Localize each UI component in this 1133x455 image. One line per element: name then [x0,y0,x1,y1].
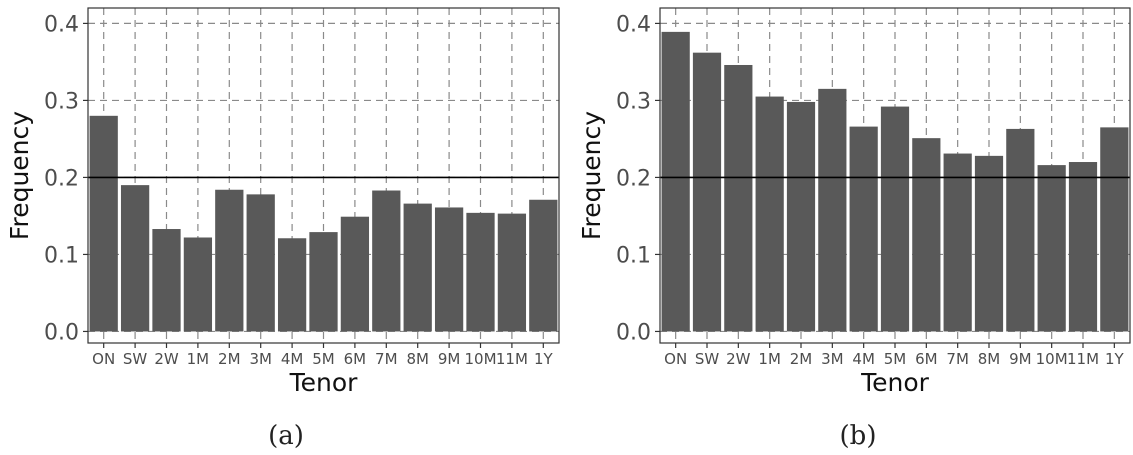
x-tick-label: 4M [852,350,875,368]
bar-4m [277,238,307,332]
panel-a: 0.00.10.20.30.4ON SW 2W 1M 2M 3M 4M 5M 6M 7M 8M 9M 1… [5,7,560,451]
bar-7m [943,153,972,332]
y-tick-label: 0.2 [616,166,651,191]
x-tick-label: 7M [375,350,398,368]
x-tick-label: SW [123,350,148,368]
bar-9m [1006,128,1035,332]
x-tick-label: 2M [218,350,241,368]
x-tick-label: 8M [978,350,1001,368]
x-tick-label: 1M [187,350,210,368]
x-tick-label: 6M [344,350,367,368]
x-tick-label: 10M [1036,350,1068,368]
x-tick-label: 10M [464,350,496,368]
y-tick-label: 0.3 [44,89,79,114]
y-tick-label: 0.1 [616,243,651,268]
bar-1m [755,96,784,332]
panel-caption: (b) [840,421,877,451]
x-tick-label: 1Y [1105,350,1125,368]
x-tick-label: 1Y [534,350,554,368]
y-tick-label: 0.4 [44,12,79,37]
y-tick-label: 0.3 [616,89,651,114]
x-tick-label: SW [695,350,720,368]
x-tick-label: 4M [281,350,304,368]
bar-10m [466,212,495,332]
x-axis-title: Tenor [289,368,359,397]
bar-4m [849,126,878,332]
x-tick-label: ON [664,350,687,368]
bar-10m [1037,165,1066,332]
x-tick-label: 3M [249,350,272,368]
bar-11m [1068,162,1098,332]
bar-1y [1100,127,1129,332]
x-tick-label: 9M [438,350,461,368]
bar-5m [880,106,910,332]
x-tick-label: 6M [915,350,938,368]
x-tick-label: 2M [790,350,813,368]
bar-on [89,115,118,332]
x-axis-title: Tenor [860,368,930,397]
x-tick-label: 7M [946,350,969,368]
bar-6m [340,216,370,332]
x-tick-label: 2W [154,350,179,368]
panel-b: 0.00.10.20.30.4ON SW 2W 1M 2M 3M 4M 5M 6M 7M 8M 9M 1… [577,7,1131,451]
x-tick-label: 2W [726,350,751,368]
y-tick-label: 0.1 [44,243,79,268]
bar-sw [120,185,150,332]
bar-9m [434,207,464,332]
bar-2w [152,229,181,332]
bar-3m [818,88,847,332]
y-tick-label: 0.0 [44,320,79,345]
y-tick-label: 0.0 [616,320,651,345]
x-tick-label: 3M [821,350,844,368]
bar-3m [246,194,275,332]
bar-2m [786,101,816,332]
y-tick-label: 0.2 [44,166,79,191]
y-axis-title: Frequency [577,111,606,240]
bar-sw [692,52,722,332]
bar-11m [497,213,527,332]
x-tick-label: 5M [312,350,335,368]
x-tick-label: 11M [496,350,528,368]
bar-8m [974,155,1004,332]
bar-1y [529,199,558,332]
bar-6m [912,138,941,332]
x-tick-label: 8M [406,350,429,368]
bar-2m [215,189,244,332]
bar-2w [724,64,753,332]
y-axis-title: Frequency [5,111,34,240]
x-tick-label: ON [92,350,115,368]
bar-1m [183,237,213,332]
x-tick-label: 11M [1067,350,1099,368]
bar-5m [309,232,338,332]
y-tick-label: 0.4 [616,12,651,37]
bar-7m [372,190,401,332]
x-tick-label: 5M [884,350,907,368]
panel-caption: (a) [268,421,304,451]
x-tick-label: 9M [1009,350,1032,368]
bar-on [661,31,690,332]
bar-8m [403,203,432,332]
x-tick-label: 1M [758,350,781,368]
